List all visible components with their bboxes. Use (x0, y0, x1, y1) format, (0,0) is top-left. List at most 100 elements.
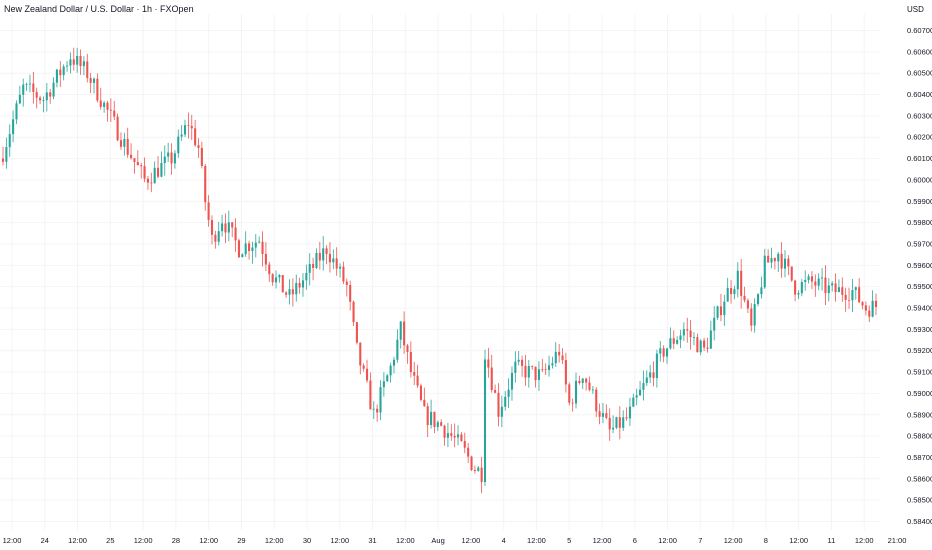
candle-body (719, 306, 722, 316)
candle-body (467, 447, 470, 457)
candle-body (339, 266, 342, 269)
candle-body (25, 84, 28, 85)
candle-body (524, 365, 527, 378)
candle-body (682, 329, 685, 336)
x-tick-label: 12:00 (658, 536, 677, 545)
y-tick-label: 0.58600 (907, 474, 932, 483)
candle-body (35, 91, 38, 98)
y-tick-label: 0.59200 (907, 346, 932, 355)
candle-body (32, 83, 35, 92)
candle-body (837, 287, 840, 293)
candle-body (28, 83, 32, 85)
candle-body (568, 384, 571, 403)
candle-body (160, 162, 163, 177)
candle-body (814, 281, 817, 286)
candle-body (665, 348, 669, 357)
candle-body (183, 125, 187, 135)
candle-body (736, 270, 739, 290)
candle-body (301, 280, 305, 288)
candle-body (362, 365, 365, 369)
candle-body (531, 365, 534, 367)
candle-body (352, 301, 355, 323)
candle-body (413, 372, 416, 376)
candle-body (157, 167, 160, 177)
candle-body (723, 301, 726, 316)
candle-body (571, 402, 574, 404)
candle-body (99, 100, 102, 107)
candle-body (419, 385, 423, 400)
candle-body (278, 275, 281, 278)
candle-body (65, 65, 69, 67)
candle-body (817, 278, 820, 286)
candle-body (379, 387, 382, 413)
candle-body (507, 389, 510, 397)
candle-body (86, 61, 89, 78)
x-tick-label: 5 (567, 536, 571, 545)
candle-body (632, 397, 635, 407)
candle-body (409, 351, 412, 373)
candle-body (504, 396, 507, 407)
candle-body (89, 77, 92, 83)
candle-body (386, 375, 389, 382)
candle-body (790, 266, 793, 281)
candle-body (113, 110, 116, 117)
candle-body (372, 408, 375, 410)
candle-body (406, 345, 409, 352)
candle-body (237, 240, 240, 258)
candle-body (804, 279, 807, 282)
candle-body (591, 389, 594, 391)
candle-body (234, 227, 237, 241)
candle-body (706, 347, 709, 349)
x-tick-label: 30 (303, 536, 311, 545)
y-tick-label: 0.59600 (907, 261, 932, 270)
y-tick-label: 0.59000 (907, 389, 932, 398)
y-tick-label: 0.60100 (907, 154, 932, 163)
candle-body (585, 378, 588, 383)
x-tick-label: 12:00 (68, 536, 87, 545)
candle-body (214, 234, 217, 242)
candle-body (841, 287, 844, 295)
candle-body (52, 82, 55, 97)
candle-body (399, 321, 402, 340)
candle-body (190, 125, 193, 129)
candle-body (204, 166, 207, 203)
candle-body (595, 389, 598, 412)
x-tick-label: 7 (698, 536, 702, 545)
candle-body (831, 283, 834, 286)
y-tick-label: 0.59800 (907, 218, 932, 227)
candle-body (858, 287, 861, 303)
candle-body (780, 253, 783, 269)
candle-body (298, 283, 301, 288)
candle-body (561, 355, 564, 361)
candle-body (443, 425, 446, 438)
candle-body (153, 167, 156, 184)
candle-body (305, 272, 308, 281)
candle-body (318, 252, 321, 261)
candle-body (750, 308, 753, 326)
candle-body (659, 348, 662, 354)
candles (1, 47, 878, 494)
candle-body (541, 369, 544, 371)
candle-body (645, 377, 648, 384)
candle-body (554, 351, 557, 364)
candle-body (170, 152, 173, 164)
candle-body (416, 375, 419, 386)
candle-body (325, 248, 328, 254)
candle-body (140, 165, 143, 167)
candle-body (851, 290, 854, 301)
candle-body (517, 359, 520, 362)
candle-body (167, 152, 170, 157)
candle-body (251, 247, 254, 252)
candle-body (210, 220, 214, 235)
candle-body (470, 456, 473, 471)
candle-body (635, 395, 638, 398)
candle-body (699, 340, 702, 353)
candle-body (268, 264, 271, 275)
candle-body (601, 413, 605, 417)
candle-body (130, 154, 133, 159)
candle-body (834, 283, 837, 293)
candle-body (217, 231, 220, 242)
candle-body (655, 353, 658, 379)
candle-body (224, 223, 227, 233)
